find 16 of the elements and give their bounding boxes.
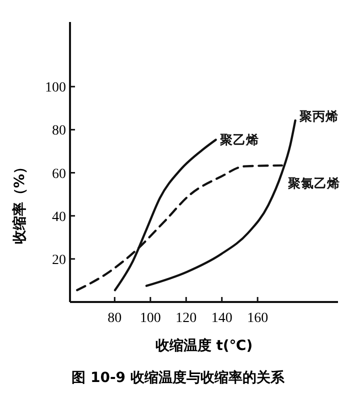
x-axis-title: 收缩温度 t(℃) [155, 337, 253, 354]
y-tick-label: 60 [52, 166, 66, 182]
series-label: 聚乙烯 [218, 132, 259, 147]
y-tick-label: 80 [52, 124, 66, 139]
x-tick-label: 100 [140, 311, 161, 326]
y-axis-title: 收缩率（%） [11, 160, 28, 244]
y-tick-label: 100 [45, 80, 66, 96]
x-tick-label: 120 [176, 311, 197, 326]
x-tick-label: 80 [108, 311, 122, 326]
y-tick-label: 40 [52, 210, 66, 225]
caption: 图 10-9 收缩温度与收缩率的关系 [72, 369, 286, 386]
series-label: 聚丙烯 [298, 108, 338, 124]
y-tick-label: 20 [52, 252, 66, 268]
series-label: 聚氯乙烯 [286, 175, 340, 190]
x-tick-label: 160 [247, 311, 268, 326]
x-tick-label: 140 [211, 311, 232, 326]
